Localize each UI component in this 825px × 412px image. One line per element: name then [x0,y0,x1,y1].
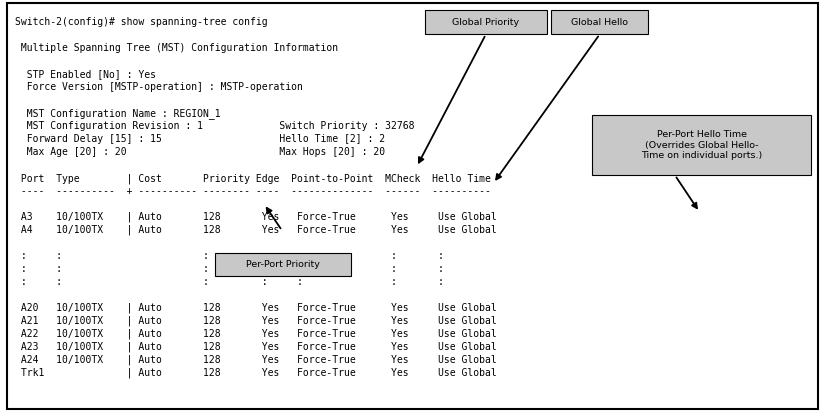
Text: Forward Delay [15] : 15                    Hello Time [2] : 2: Forward Delay [15] : 15 Hello Time [2] :… [15,134,385,144]
Text: Switch-2(config)# show spanning-tree config: Switch-2(config)# show spanning-tree con… [15,17,267,27]
Text: Per-Port Hello Time
(Overrides Global Hello-
Time on individual ports.): Per-Port Hello Time (Overrides Global He… [641,130,762,160]
Text: Per-Port Priority: Per-Port Priority [246,260,319,269]
Text: Max Age [20] : 20                          Max Hops [20] : 20: Max Age [20] : 20 Max Hops [20] : 20 [15,147,385,157]
Text: A4    10/100TX    | Auto       128       Yes   Force-True      Yes     Use Globa: A4 10/100TX | Auto 128 Yes Force-True Ye… [15,225,497,235]
Text: Multiple Spanning Tree (MST) Configuration Information: Multiple Spanning Tree (MST) Configurati… [15,43,338,53]
Text: A3    10/100TX    | Auto       128       Yes   Force-True      Yes     Use Globa: A3 10/100TX | Auto 128 Yes Force-True Ye… [15,212,497,222]
Text: Global Priority: Global Priority [452,18,520,27]
Text: :     :                        :         :     :               :       :: : : : : : : : [15,264,444,274]
Text: A22   10/100TX    | Auto       128       Yes   Force-True      Yes     Use Globa: A22 10/100TX | Auto 128 Yes Force-True Y… [15,329,497,339]
Text: Force Version [MSTP-operation] : MSTP-operation: Force Version [MSTP-operation] : MSTP-op… [15,82,303,92]
Text: ----  ----------  + ---------- -------- ----  --------------  ------  ----------: ---- ---------- + ---------- -------- --… [15,186,491,196]
Text: MST Configuration Revision : 1             Switch Priority : 32768: MST Configuration Revision : 1 Switch Pr… [15,121,414,131]
Text: :     :                        :         :     :               :       :: : : : : : : : [15,251,444,261]
Text: A23   10/100TX    | Auto       128       Yes   Force-True      Yes     Use Globa: A23 10/100TX | Auto 128 Yes Force-True Y… [15,342,497,352]
Text: Port  Type        | Cost       Priority Edge  Point-to-Point  MCheck  Hello Time: Port Type | Cost Priority Edge Point-to-… [15,173,491,183]
Text: A24   10/100TX    | Auto       128       Yes   Force-True      Yes     Use Globa: A24 10/100TX | Auto 128 Yes Force-True Y… [15,355,497,365]
FancyBboxPatch shape [214,253,351,276]
FancyBboxPatch shape [425,10,547,34]
Text: Global Hello: Global Hello [571,18,629,27]
FancyBboxPatch shape [592,115,811,175]
Text: A20   10/100TX    | Auto       128       Yes   Force-True      Yes     Use Globa: A20 10/100TX | Auto 128 Yes Force-True Y… [15,303,497,313]
Text: STP Enabled [No] : Yes: STP Enabled [No] : Yes [15,69,156,79]
Text: MST Configuration Name : REGION_1: MST Configuration Name : REGION_1 [15,108,220,119]
Text: :     :                        :         :     :               :       :: : : : : : : : [15,277,444,287]
Text: A21   10/100TX    | Auto       128       Yes   Force-True      Yes     Use Globa: A21 10/100TX | Auto 128 Yes Force-True Y… [15,316,497,326]
FancyBboxPatch shape [551,10,648,34]
Text: Trk1              | Auto       128       Yes   Force-True      Yes     Use Globa: Trk1 | Auto 128 Yes Force-True Yes Use G… [15,368,497,378]
